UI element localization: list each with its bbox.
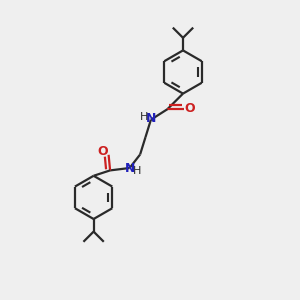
Text: O: O bbox=[97, 145, 108, 158]
Text: H: H bbox=[140, 112, 148, 122]
Text: N: N bbox=[146, 112, 156, 125]
Text: N: N bbox=[125, 162, 135, 176]
Text: O: O bbox=[184, 102, 195, 115]
Text: H: H bbox=[133, 166, 142, 176]
